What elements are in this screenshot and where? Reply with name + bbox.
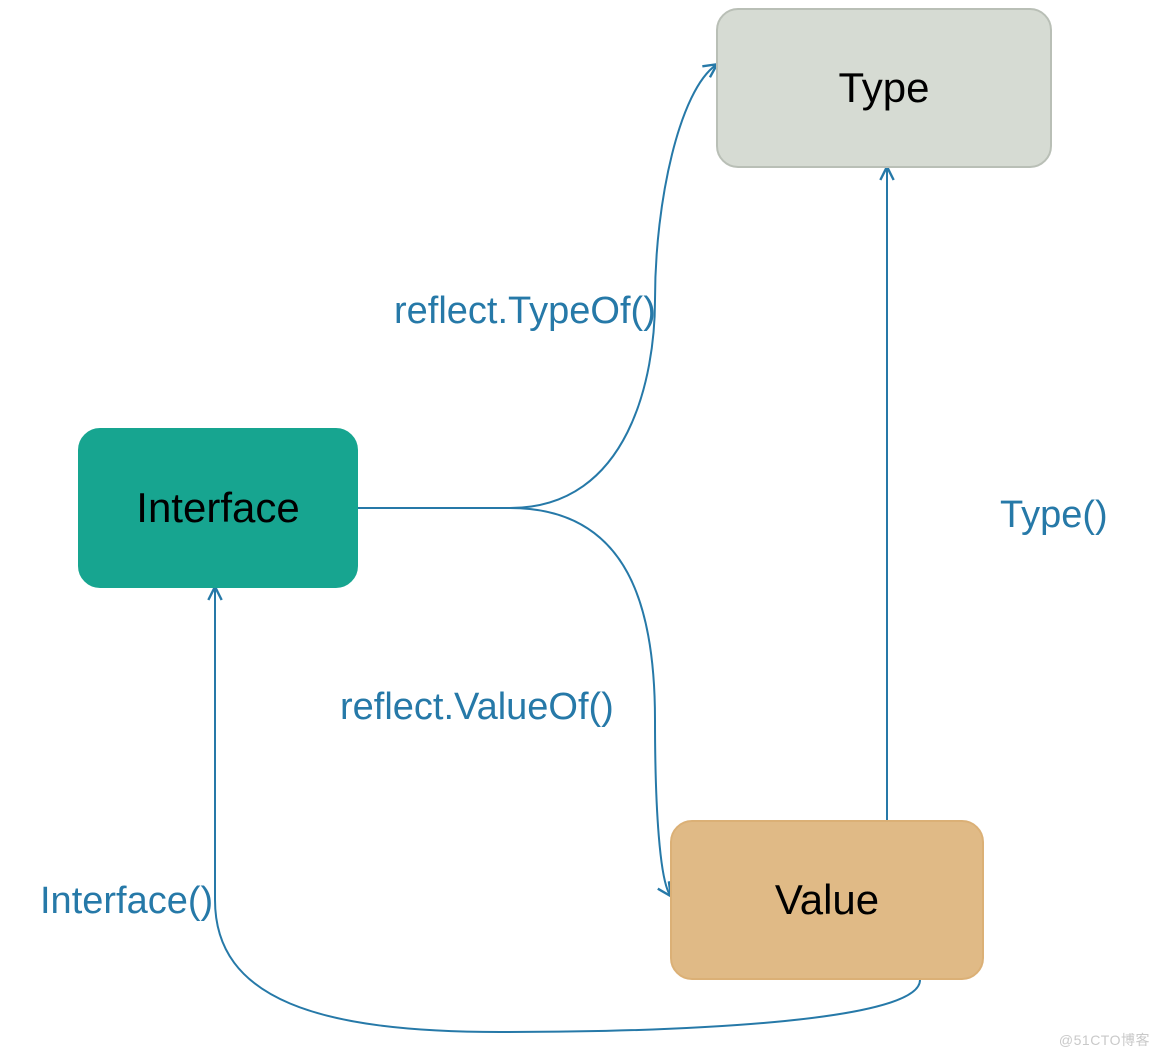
node-type: Type <box>716 8 1052 168</box>
edge-label-interfacefn: Interface() <box>40 880 213 923</box>
edge-typeof <box>358 65 716 508</box>
node-type-label: Type <box>838 64 929 112</box>
edge-label-typeof: reflect.TypeOf() <box>394 290 656 333</box>
watermark: @51CTO博客 <box>1059 1030 1150 1050</box>
node-value-label: Value <box>775 876 879 924</box>
node-value: Value <box>670 820 984 980</box>
edge-label-valueof: reflect.ValueOf() <box>340 686 614 729</box>
edge-label-typefn: Type() <box>1000 494 1108 537</box>
node-interface-label: Interface <box>136 484 299 532</box>
node-interface: Interface <box>78 428 358 588</box>
